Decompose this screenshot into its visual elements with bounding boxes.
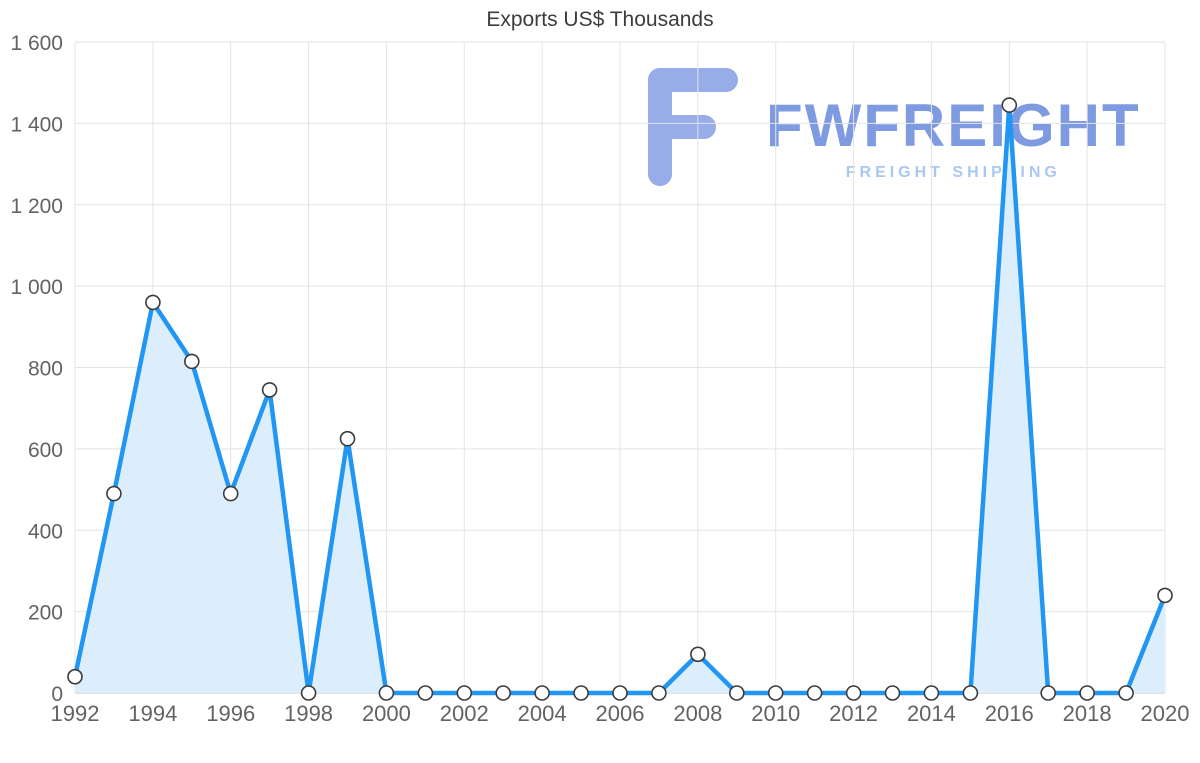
data-point-2014 [923,685,940,701]
x-tick-label: 1998 [284,701,333,726]
x-tick-label: 2018 [1063,701,1112,726]
x-tick-label: 2010 [751,701,800,726]
data-point-2018 [1079,685,1095,701]
series-area-fill [75,105,1165,694]
x-tick-label: 2014 [907,701,956,726]
data-point-1999 [339,430,356,447]
chart-title: Exports US$ Thousands [486,8,714,31]
data-point-2013 [884,685,901,701]
data-point-2009 [728,685,745,701]
x-tick-label: 2000 [362,701,411,726]
x-tick-label: 1996 [206,701,255,726]
data-point-2006 [612,685,628,701]
data-point-1995 [184,353,200,370]
y-tick-label: 200 [28,602,63,625]
data-point-2017 [1040,685,1056,701]
data-point-2019 [1118,685,1134,701]
data-point-1998 [300,685,317,701]
data-point-2016 [1001,97,1018,113]
y-tick-label: 1 000 [10,276,63,299]
data-point-1997 [261,382,278,398]
x-tick-label: 2006 [596,701,645,726]
data-point-1992 [67,668,83,685]
y-tick-label: 1 400 [10,113,63,136]
data-point-1994 [145,294,161,311]
data-point-2000 [378,685,395,701]
data-point-2008 [690,646,706,663]
y-tick-label: 400 [28,520,63,543]
data-point-2007 [651,685,667,701]
x-tick-label: 2016 [985,701,1034,726]
data-point-2020 [1157,587,1173,604]
data-point-1996 [222,485,239,502]
x-tick-label: 1994 [128,701,177,726]
y-tick-label: 1 600 [10,32,63,55]
data-point-2011 [806,685,823,701]
data-point-1993 [106,485,122,502]
y-tick-label: 800 [28,358,63,381]
x-tick-label: 2008 [673,701,722,726]
x-tick-label: 2004 [518,701,567,726]
x-tick-label: 2012 [829,701,878,726]
data-point-2003 [495,685,512,701]
data-point-2001 [417,685,434,701]
data-point-2004 [534,685,550,701]
data-point-2012 [845,685,862,701]
y-tick-label: 600 [28,439,63,462]
data-point-2005 [573,685,589,701]
data-point-2002 [456,685,473,701]
x-tick-label: 2002 [440,701,489,726]
y-tick-label: 1 200 [10,195,63,218]
x-tick-label: 2020 [1141,701,1190,726]
y-tick-label: 0 [51,683,63,706]
data-point-2010 [767,685,784,701]
x-tick-label: 1992 [51,701,100,726]
data-point-2015 [962,685,979,701]
